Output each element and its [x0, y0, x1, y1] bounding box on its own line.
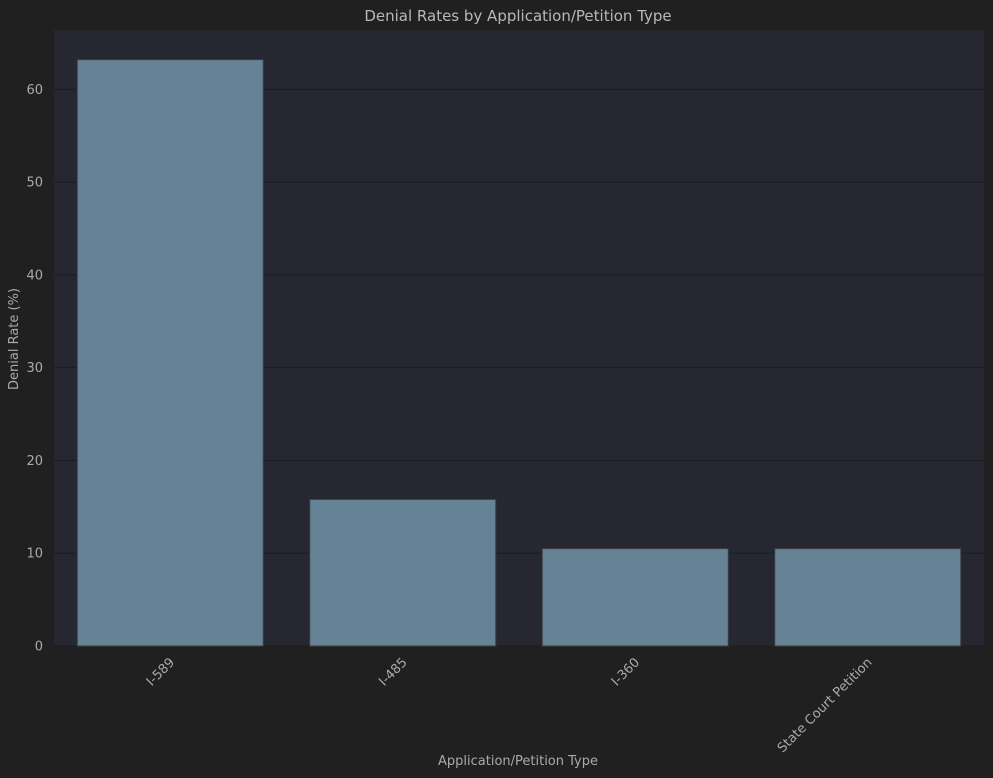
bar	[541, 548, 729, 647]
y-tick-label: 60	[26, 83, 43, 98]
bars	[76, 59, 962, 647]
bar	[309, 498, 497, 647]
x-tick-label: I-360	[609, 655, 643, 689]
y-tick-label: 20	[26, 454, 43, 469]
chart-title: Denial Rates by Application/Petition Typ…	[364, 7, 671, 25]
bar	[774, 548, 962, 647]
x-axis-label: Application/Petition Type	[438, 754, 598, 769]
bar	[76, 59, 264, 647]
x-tick-label: I-485	[376, 655, 410, 689]
y-tick-label: 40	[26, 268, 43, 283]
x-tick-label: I-589	[144, 655, 178, 689]
y-tick-label: 0	[35, 640, 43, 655]
x-tick-label: State Court Petition	[775, 655, 876, 756]
y-tick-label: 10	[26, 547, 43, 562]
y-tick-labels: 0 10 20 30 40 50 60	[26, 83, 43, 655]
x-tick-labels: I-589 I-485 I-360 State Court Petition	[144, 655, 876, 756]
y-axis-label: Denial Rate (%)	[7, 288, 22, 390]
y-tick-label: 30	[26, 361, 43, 376]
y-tick-label: 50	[26, 176, 43, 191]
